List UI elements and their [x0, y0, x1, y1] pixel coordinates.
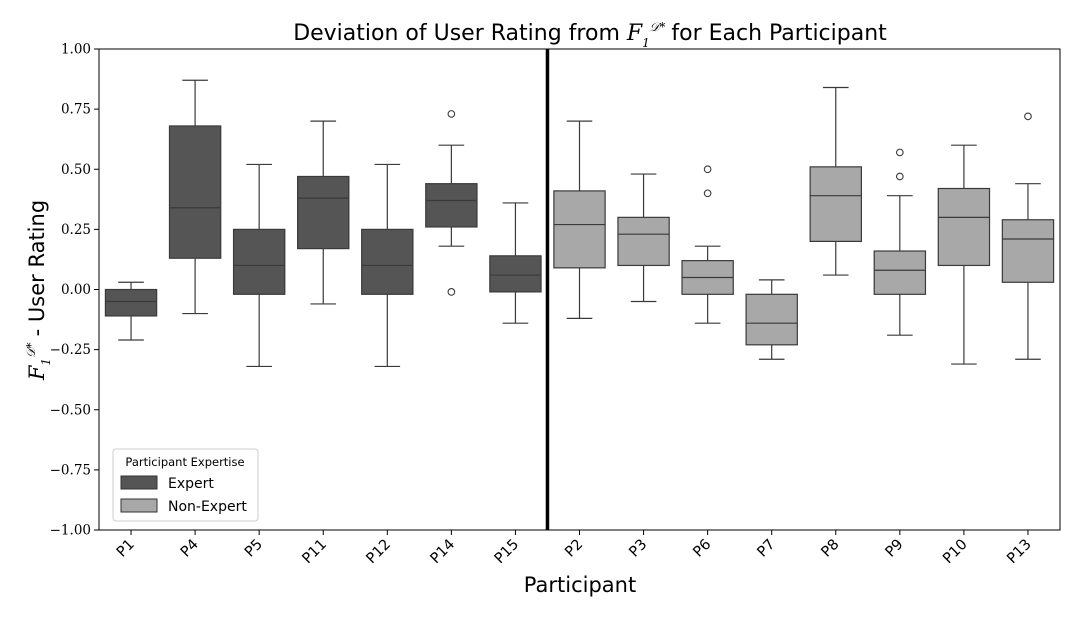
legend: Participant Expertise Expert Non-Expert — [112, 448, 259, 522]
box-p12 — [361, 163, 414, 368]
x-tick-label: P4 — [178, 537, 202, 561]
box-iqr — [489, 255, 542, 293]
x-tick-label: P2 — [562, 537, 586, 561]
box-p6 — [681, 165, 734, 324]
box-iqr — [232, 228, 286, 295]
y-tick-label: −0.50 — [50, 402, 91, 418]
y-axis-ticks: 1.00 0.75 0.50 0.25 0.00 −0.25 −0.50 −0.75 −1.00 — [50, 42, 99, 539]
outlier-point — [447, 288, 456, 296]
outlier-point — [703, 165, 712, 174]
box-p1 — [104, 281, 158, 341]
y-tick-label: 0.50 — [61, 162, 91, 178]
x-tick-label: P5 — [242, 537, 266, 561]
box-iqr — [168, 125, 222, 259]
y-axis-label: F1𝒟*- User Rating — [24, 200, 53, 381]
x-axis-ticks: P1 P4 P5 P11 P12 P14 P15 P2 P3 P6 P7 P8 P9 P10 P13 — [114, 530, 1035, 567]
y-tick-label: 1.00 — [61, 42, 91, 58]
box-iqr — [553, 190, 606, 269]
legend-title: Participant Expertise — [125, 455, 244, 469]
box-p11 — [297, 120, 350, 305]
box-iqr — [617, 216, 670, 267]
y-tick-label: 0.25 — [61, 222, 91, 238]
outlier-point — [447, 110, 456, 118]
x-tick-label: P14 — [428, 537, 459, 568]
outlier-point — [895, 172, 904, 181]
box-p13 — [1001, 112, 1055, 360]
legend-swatch-non-expert — [120, 498, 158, 513]
box-p15 — [489, 202, 542, 324]
x-tick-label: P12 — [364, 537, 395, 568]
x-tick-label: P1 — [114, 537, 138, 561]
x-tick-label: P3 — [626, 537, 650, 561]
box-p9 — [873, 148, 927, 336]
outlier-point — [1024, 112, 1032, 121]
y-tick-label: −1.00 — [50, 523, 91, 539]
box-p5 — [232, 163, 286, 368]
legend-swatch-expert — [120, 475, 158, 490]
x-tick-label: P6 — [690, 537, 714, 561]
x-tick-label: P15 — [492, 537, 523, 568]
x-tick-label: P9 — [883, 537, 907, 561]
y-tick-label: 0.00 — [61, 282, 91, 298]
box-p3 — [617, 173, 670, 303]
box-p7 — [745, 279, 798, 360]
box-p8 — [809, 86, 862, 276]
box-iqr — [873, 250, 927, 295]
box-iqr — [425, 183, 478, 228]
x-tick-label: P13 — [1004, 537, 1035, 568]
box-p10 — [937, 144, 991, 365]
x-tick-label: P10 — [940, 537, 971, 568]
box-p4 — [168, 79, 222, 315]
box-iqr — [1001, 219, 1055, 283]
x-tick-label: P11 — [300, 537, 331, 568]
box-iqr — [361, 228, 414, 295]
x-tick-label: P7 — [754, 537, 778, 561]
box-p2 — [553, 120, 606, 319]
box-p14 — [425, 110, 478, 296]
box-iqr — [745, 293, 798, 346]
legend-label-non-expert: Non-Expert — [168, 499, 247, 515]
chart-title: Deviation of User Rating from F1𝒟* for Ea… — [293, 20, 887, 50]
x-tick-label: P8 — [819, 537, 843, 561]
outlier-point — [703, 189, 712, 198]
y-tick-label: −0.75 — [50, 462, 91, 478]
y-tick-label: −0.25 — [50, 342, 91, 358]
box-iqr — [809, 166, 862, 243]
y-tick-label: 0.75 — [61, 102, 91, 118]
outlier-point — [895, 148, 904, 157]
box-iqr — [104, 288, 158, 317]
legend-label-expert: Expert — [168, 476, 214, 492]
box-iqr — [297, 175, 350, 250]
box-series — [104, 79, 1055, 368]
x-axis-label: Participant — [524, 573, 636, 597]
box-iqr — [937, 187, 991, 267]
